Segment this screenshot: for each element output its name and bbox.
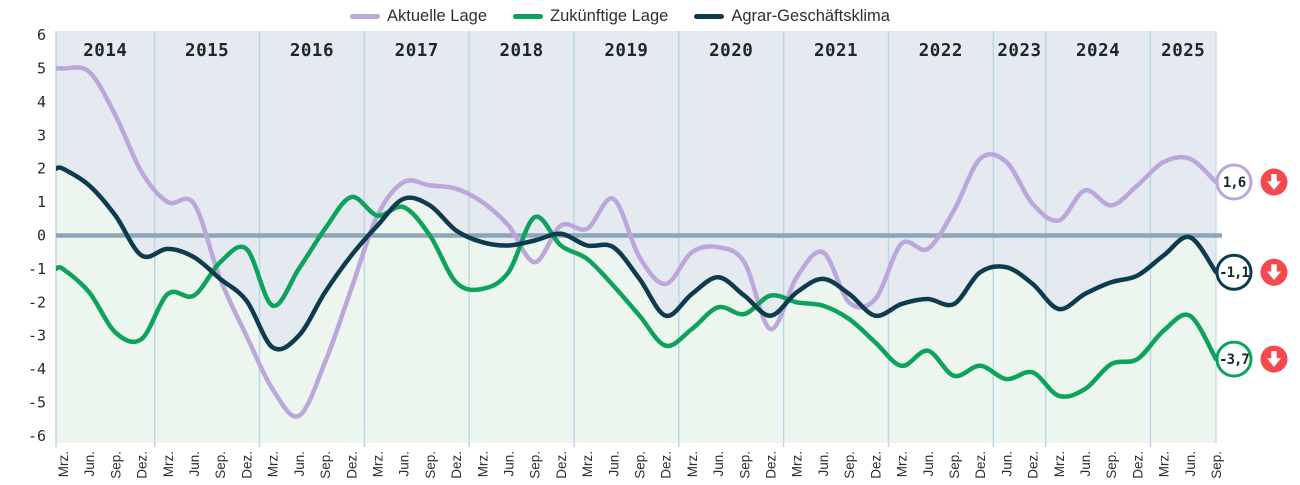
- year-label: 2019: [604, 41, 648, 61]
- x-tick-label: Dez.: [868, 451, 883, 479]
- x-tick-label: Dez.: [449, 451, 464, 479]
- x-tick-label: Sep.: [633, 451, 648, 479]
- y-tick-label: -4: [28, 360, 46, 378]
- x-tick-label: Dez.: [1026, 451, 1041, 479]
- y-tick-label: 4: [37, 93, 46, 111]
- x-tick-label: Mrz.: [895, 451, 910, 477]
- year-label: 2018: [500, 41, 544, 61]
- x-tick-label: Mrz.: [1052, 451, 1067, 477]
- x-tick-label: Jun.: [1183, 451, 1198, 477]
- x-tick-label: Dez.: [764, 451, 779, 479]
- x-tick-label: Dez.: [239, 451, 254, 479]
- legend-label: Agrar-Geschäftsklima: [731, 7, 890, 25]
- x-tick-label: Mrz.: [266, 451, 281, 477]
- year-label: 2022: [919, 41, 963, 61]
- y-tick-label: 2: [37, 160, 46, 178]
- x-tick-label: Jun.: [1078, 451, 1093, 477]
- legend-label: Zukünftige Lage: [550, 7, 669, 25]
- x-tick-label: Mrz.: [371, 451, 386, 477]
- x-tick-label: Dez.: [554, 451, 569, 479]
- year-separators: [55, 31, 1217, 447]
- trend-down-arrow-icon: [1260, 345, 1288, 373]
- y-axis-labels: 6 5 4 3 2 1 0 -1 -2 -3 -4 -5 -6: [28, 26, 46, 445]
- x-tick-label: Sep.: [1104, 451, 1119, 479]
- x-tick-label: Jun.: [82, 451, 97, 477]
- x-tick-label: Sep.: [947, 451, 962, 479]
- year-label: 2021: [814, 41, 858, 61]
- year-label: 2020: [709, 41, 753, 61]
- year-label: 2016: [290, 41, 334, 61]
- year-labels: 2014 2015 2016 2017 2018 2019 2020 2021 2022 2023…: [83, 41, 1205, 61]
- year-label: 2024: [1076, 41, 1120, 61]
- year-label: 2025: [1161, 41, 1205, 61]
- series-line-agrar-geschaeftsklima: [56, 165, 1216, 352]
- y-tick-label: -2: [28, 293, 46, 311]
- series-line-zukuenftige-lage: [56, 194, 1216, 399]
- x-tick-label: Jun.: [816, 451, 831, 477]
- x-tick-label: Mrz.: [161, 451, 176, 477]
- chart-legend: Aktuelle Lage Zukünftige Lage Agrar-Geschä…: [0, 7, 1240, 26]
- x-tick-label: Mrz.: [56, 451, 71, 477]
- x-tick-label: Jun.: [606, 451, 621, 477]
- trend-down-arrow-icon: [1260, 168, 1288, 196]
- x-tick-label: Dez.: [344, 451, 359, 479]
- x-axis-labels: Mrz. Jun. Sep. Dez. Mrz. Jun. Sep. Dez. Mrz. Jun.…: [56, 451, 1224, 479]
- legend-item-aktuelle-lage: Aktuelle Lage: [350, 7, 487, 26]
- legend-swatch: [513, 14, 543, 19]
- x-tick-label: Sep.: [1209, 451, 1224, 479]
- end-value-label: -1,1: [1219, 265, 1249, 281]
- y-tick-label: -3: [28, 327, 46, 345]
- x-tick-label: Jun.: [502, 451, 517, 477]
- x-tick-label: Sep.: [108, 451, 123, 479]
- x-tick-label: Sep.: [842, 451, 857, 479]
- x-tick-label: Sep.: [213, 451, 228, 479]
- trend-down-arrow-icon: [1260, 258, 1288, 286]
- end-value-label: 1,6: [1223, 175, 1246, 191]
- x-tick-label: Jun.: [187, 451, 202, 477]
- x-tick-label: Dez.: [659, 451, 674, 479]
- year-label: 2015: [185, 41, 229, 61]
- legend-item-agrar-geschaeftsklima: Agrar-Geschäftsklima: [694, 7, 890, 26]
- y-tick-label: 3: [37, 126, 46, 144]
- end-value-label: -3,7: [1219, 352, 1249, 368]
- y-tick-label: -5: [28, 394, 46, 412]
- year-label: 2014: [83, 41, 127, 61]
- y-tick-label: -1: [28, 260, 46, 278]
- x-tick-label: Mrz.: [580, 451, 595, 477]
- x-tick-label: Jun.: [921, 451, 936, 477]
- x-tick-label: Mrz.: [475, 451, 490, 477]
- x-tick-label: Sep.: [528, 451, 543, 479]
- y-tick-label: 0: [37, 227, 46, 245]
- x-tick-label: Dez.: [135, 451, 150, 479]
- x-tick-label: Dez.: [973, 451, 988, 479]
- x-tick-label: Sep.: [318, 451, 333, 479]
- x-tick-label: Jun.: [397, 451, 412, 477]
- x-tick-label: Dez.: [1130, 451, 1145, 479]
- legend-item-zukuenftige-lage: Zukünftige Lage: [513, 7, 668, 26]
- legend-swatch: [694, 14, 725, 19]
- x-tick-label: Mrz.: [685, 451, 700, 477]
- legend-swatch: [350, 14, 380, 19]
- x-tick-label: Sep.: [737, 451, 752, 479]
- end-value-badge: -1,1: [1215, 253, 1253, 291]
- x-tick-label: Mrz.: [1157, 451, 1172, 477]
- x-tick-label: Jun.: [292, 451, 307, 477]
- x-tick-label: Mrz.: [790, 451, 805, 477]
- y-tick-label: 6: [37, 26, 46, 44]
- x-tick-label: Sep.: [423, 451, 438, 479]
- x-tick-label: Jun.: [711, 451, 726, 477]
- legend-label: Aktuelle Lage: [387, 7, 487, 25]
- y-tick-label: -6: [28, 427, 46, 445]
- bg-below-climate: [56, 167, 1216, 443]
- series-line-aktuelle-lage: [56, 65, 1216, 419]
- x-tick-label: Jun.: [999, 451, 1014, 477]
- year-label: 2023: [997, 41, 1041, 61]
- end-value-badge: -3,7: [1215, 340, 1253, 378]
- year-label: 2017: [395, 41, 439, 61]
- end-value-badge: 1,6: [1215, 163, 1253, 201]
- y-tick-label: 5: [37, 60, 46, 78]
- y-tick-label: 1: [37, 193, 46, 211]
